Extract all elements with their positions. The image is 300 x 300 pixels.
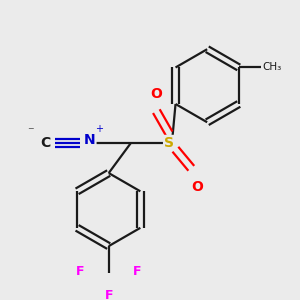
Text: O: O (150, 87, 162, 101)
Text: O: O (192, 180, 204, 194)
Text: CH₃: CH₃ (262, 62, 282, 73)
Text: ⁻: ⁻ (28, 125, 34, 138)
Text: N: N (84, 133, 95, 147)
Text: F: F (76, 265, 84, 278)
Text: +: + (95, 124, 103, 134)
Text: S: S (164, 136, 174, 150)
Text: F: F (133, 265, 142, 278)
Text: C: C (40, 136, 50, 150)
Text: F: F (104, 289, 113, 300)
